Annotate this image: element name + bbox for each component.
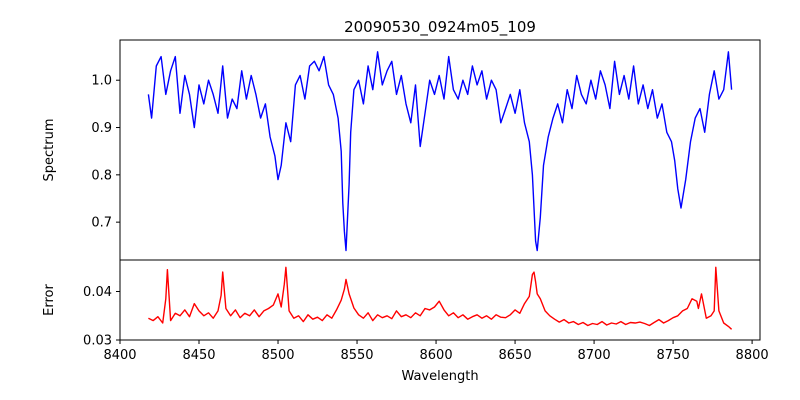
- error-y-tick-label: 0.04: [83, 285, 112, 300]
- error-y-tick-label: 0.03: [83, 334, 112, 349]
- spectrum-y-tick-label: 1.0: [91, 74, 112, 89]
- spectrum-y-tick-label: 0.7: [91, 216, 112, 231]
- x-tick-label: 8750: [657, 348, 690, 363]
- x-tick-label: 8500: [261, 348, 294, 363]
- chart-title: 20090530_0924m05_109: [344, 18, 536, 37]
- error-panel: 0.03 0.04 8400 8450 8500 8550 8600 8650 8700 875…: [42, 259, 769, 384]
- spectrum-y-tick-label: 0.9: [91, 121, 112, 136]
- x-axis-label: Wavelength: [401, 369, 478, 384]
- x-tick-label: 8650: [499, 348, 532, 363]
- x-tick-label: 8400: [103, 348, 136, 363]
- error-series-line: [148, 266, 733, 330]
- x-tick-label: 8600: [420, 348, 453, 363]
- x-tick-label: 8550: [340, 348, 373, 363]
- x-tick-label: 8800: [736, 348, 769, 363]
- x-tick-label: 8700: [578, 348, 611, 363]
- spectrum-y-axis-label: Spectrum: [42, 119, 57, 182]
- x-tick-label: 8450: [182, 348, 215, 363]
- error-axes-frame: [119, 259, 761, 341]
- spectrum-series-line: [147, 51, 733, 252]
- spectrum-panel: 0.7 0.8 0.9 1.0 Spectrum: [42, 39, 761, 261]
- error-y-axis-label: Error: [42, 284, 57, 316]
- spectrum-y-tick-label: 0.8: [91, 168, 112, 183]
